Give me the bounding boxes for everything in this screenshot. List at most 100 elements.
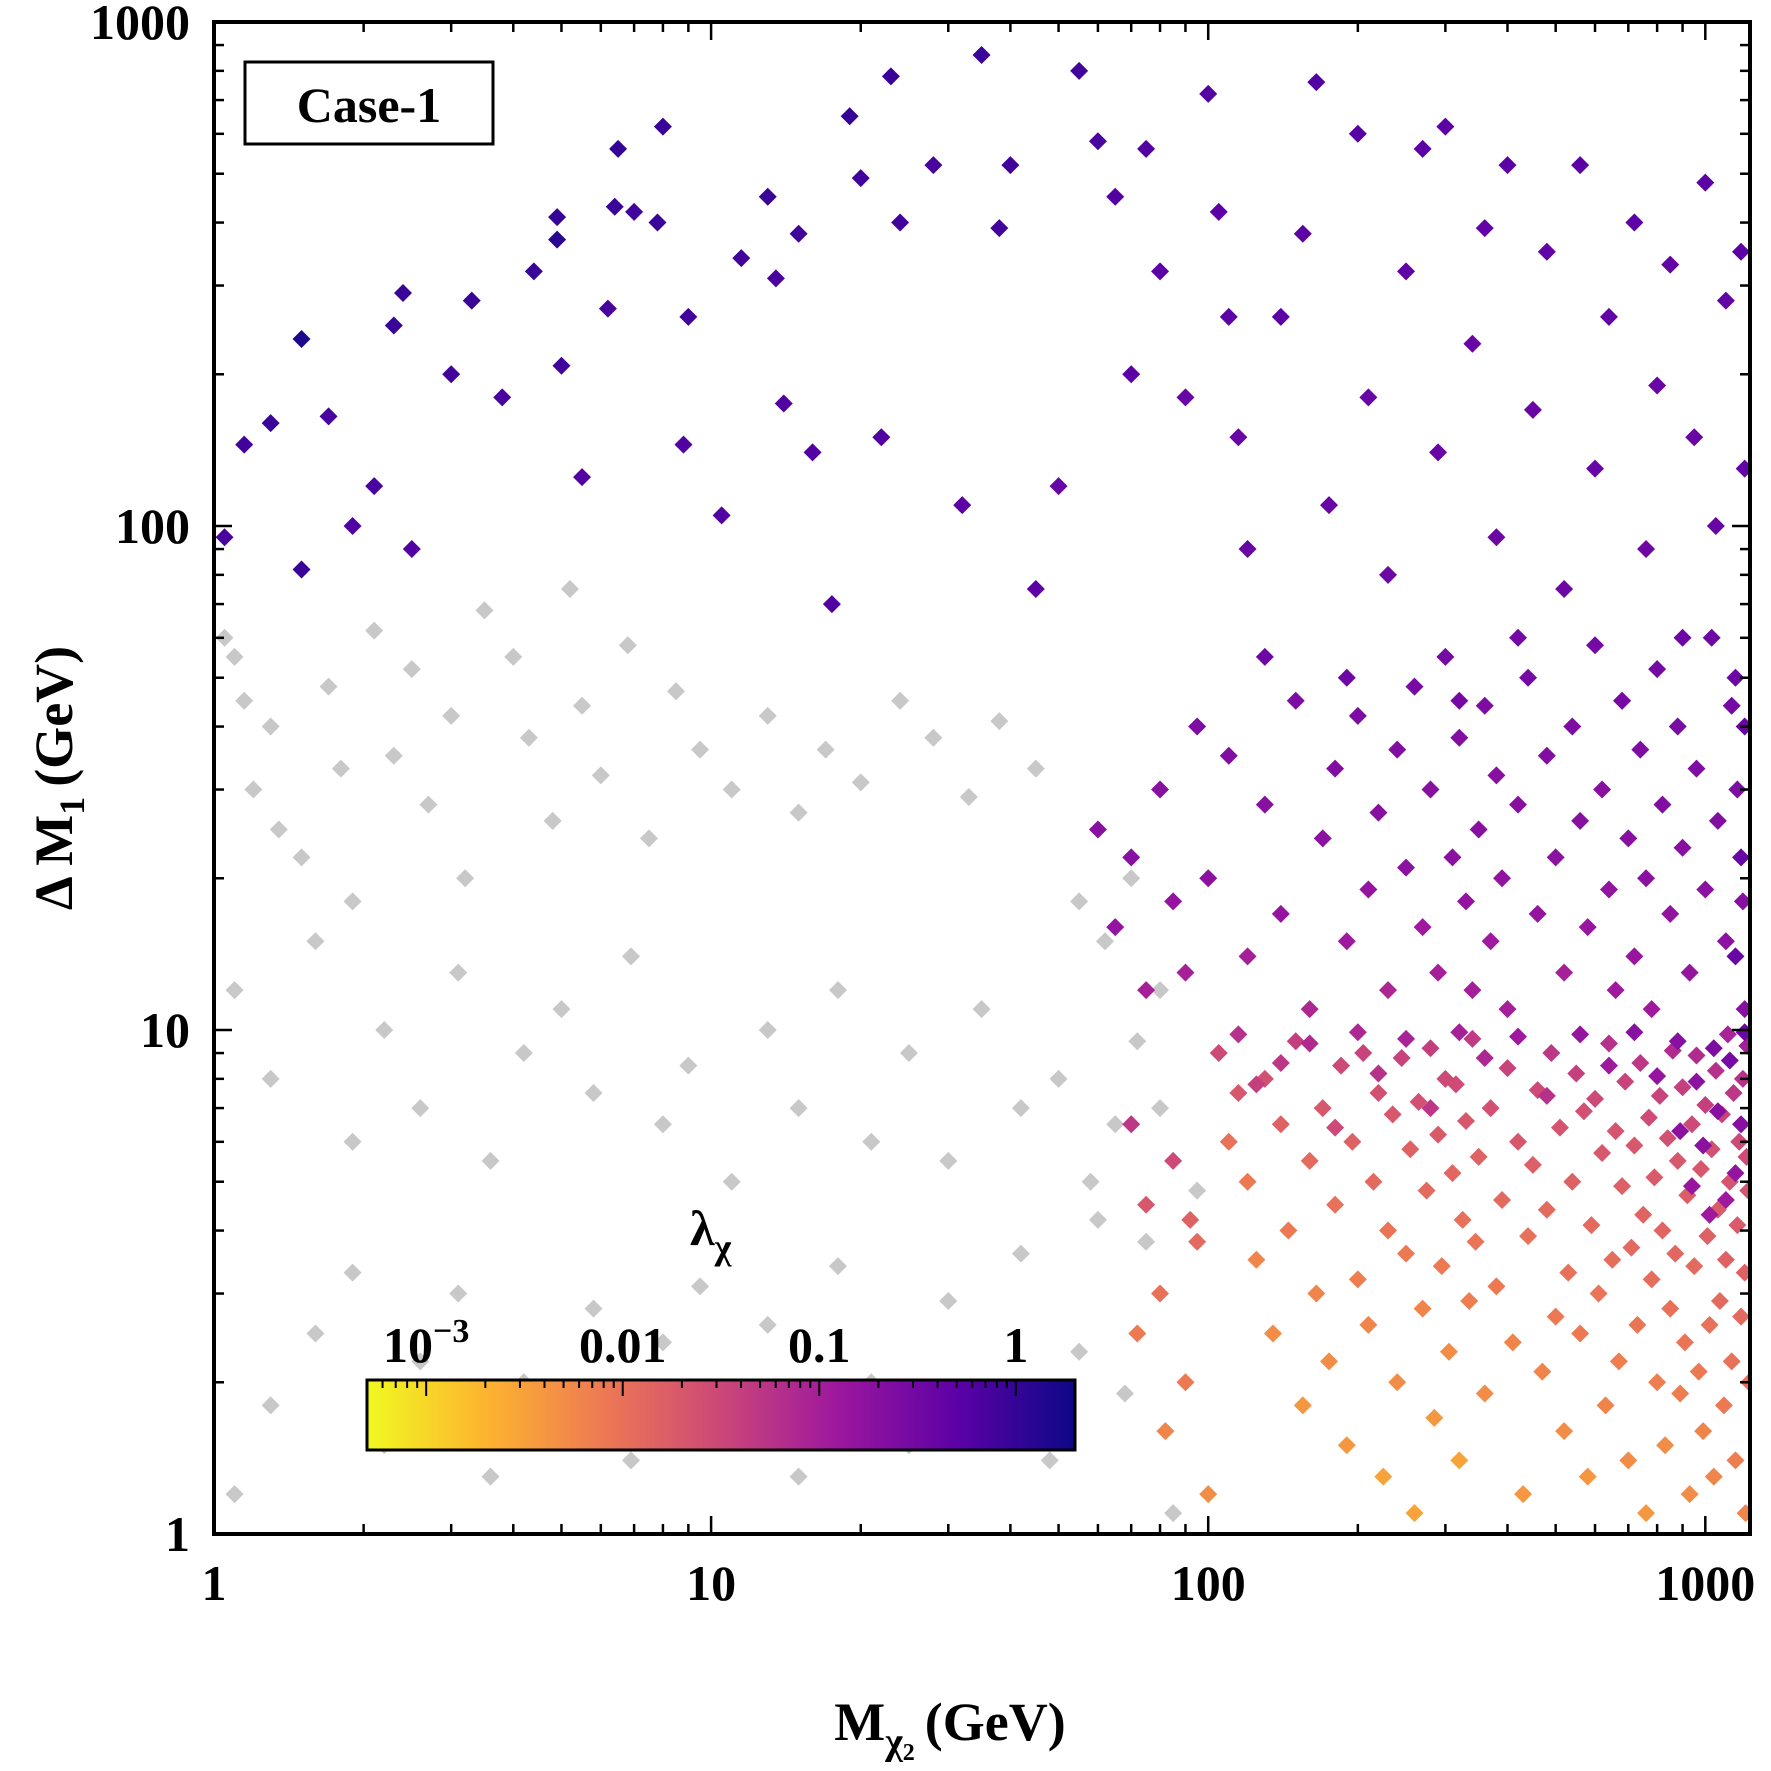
data-point (1379, 981, 1398, 1000)
case-annotation: Case-1 (243, 60, 495, 146)
data-point (1001, 156, 1020, 175)
excluded-point (1137, 1232, 1156, 1251)
data-point (1300, 1000, 1319, 1019)
excluded-point (851, 773, 870, 792)
data-point (1238, 1172, 1257, 1191)
data-point (1631, 740, 1650, 759)
data-point (1730, 1132, 1749, 1151)
data-point (1199, 1485, 1218, 1504)
data-point (1694, 1422, 1713, 1441)
data-point (1668, 1151, 1687, 1170)
data-point (1739, 1181, 1750, 1200)
data-point (625, 202, 644, 221)
colorbar-ticks (366, 1380, 1076, 1396)
excluded-point (891, 691, 910, 710)
excluded-point (292, 848, 311, 867)
data-point (1599, 880, 1618, 899)
data-point (1493, 869, 1512, 888)
data-point (1680, 1485, 1699, 1504)
data-point (1026, 579, 1045, 598)
data-point (1593, 1144, 1612, 1163)
data-point (1326, 1195, 1345, 1214)
data-point (1369, 1083, 1388, 1102)
data-point (1401, 1140, 1420, 1159)
data-point (1176, 963, 1195, 982)
data-point (1571, 1025, 1590, 1044)
data-point (1493, 1190, 1512, 1209)
data-point (1724, 1083, 1743, 1102)
excluded-point (1081, 1172, 1100, 1191)
data-point (1546, 848, 1565, 867)
data-point (1070, 61, 1089, 80)
excluded-point (789, 1467, 808, 1486)
data-point (402, 540, 421, 559)
data-point (774, 394, 793, 413)
data-point (1732, 1115, 1750, 1134)
data-point (1733, 892, 1750, 911)
data-point (462, 291, 481, 310)
excluded-point (475, 601, 494, 620)
data-point (1673, 628, 1692, 647)
data-point (1286, 691, 1305, 710)
data-point (712, 506, 731, 525)
excluded-point (261, 1396, 280, 1415)
data-point (524, 262, 543, 281)
data-point (1696, 1095, 1715, 1114)
data-point (1463, 334, 1482, 353)
data-point (1475, 219, 1494, 238)
excluded-point (618, 636, 637, 655)
data-point (1599, 1034, 1618, 1053)
case-label: Case-1 (297, 77, 441, 133)
data-point (1348, 706, 1367, 725)
data-point (1625, 1136, 1644, 1155)
data-point (1637, 1504, 1656, 1523)
excluded-point (639, 829, 658, 848)
data-point (1599, 307, 1618, 326)
data-point (1413, 918, 1432, 937)
excluded-point (269, 820, 288, 839)
excluded-point (653, 1333, 672, 1352)
data-point (1661, 904, 1680, 923)
excluded-point (584, 1083, 603, 1102)
data-point (1369, 1064, 1388, 1083)
excluded-point (442, 706, 461, 725)
excluded-point (1011, 1244, 1030, 1263)
data-point (548, 208, 567, 227)
excluded-point (1151, 981, 1170, 1000)
data-point (953, 496, 972, 515)
excluded-point (816, 740, 835, 759)
data-point (1397, 1244, 1416, 1263)
data-point (1481, 1099, 1500, 1118)
data-point (1599, 1056, 1618, 1075)
data-point (1279, 1221, 1298, 1240)
data-point (674, 435, 693, 454)
data-point (1247, 1250, 1266, 1269)
excluded-point (343, 1263, 362, 1282)
data-point (1388, 740, 1407, 759)
excluded-point (419, 795, 438, 814)
data-point (1546, 1307, 1565, 1326)
data-point (1450, 728, 1469, 747)
colored-points-group (215, 46, 1750, 1523)
data-point (1609, 1352, 1628, 1371)
excluded-point (758, 1315, 777, 1334)
excluded-point (543, 811, 562, 830)
data-point (1653, 795, 1672, 814)
data-point (1122, 1115, 1141, 1134)
data-point (1680, 963, 1699, 982)
data-point (1337, 932, 1356, 951)
data-point (1555, 1422, 1574, 1441)
data-point (1405, 1504, 1424, 1523)
data-point (1689, 1362, 1708, 1381)
data-point (1716, 291, 1735, 310)
data-point (1450, 1451, 1469, 1470)
excluded-point (1188, 1181, 1207, 1200)
excluded-point (691, 740, 710, 759)
data-point (1519, 668, 1538, 687)
data-point (1726, 1451, 1745, 1470)
colorbar-tick-label: 10−3 (383, 1313, 469, 1373)
data-point (1658, 1129, 1677, 1148)
data-point (1156, 1422, 1175, 1441)
excluded-point (722, 780, 741, 799)
data-point (1181, 1210, 1200, 1229)
